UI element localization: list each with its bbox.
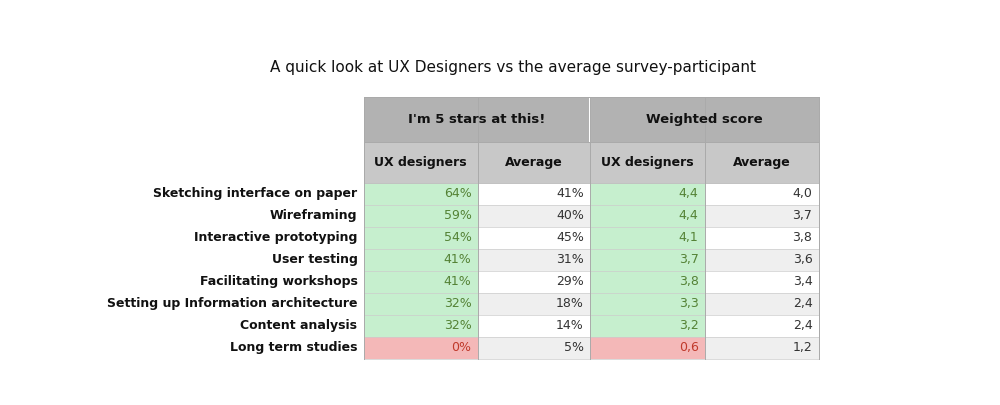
Bar (590, 315, 705, 337)
Text: 0,6: 0,6 (679, 341, 698, 354)
Text: 3,6: 3,6 (793, 253, 812, 266)
Bar (364, 249, 478, 271)
Bar (478, 183, 590, 205)
Text: 3,7: 3,7 (793, 209, 812, 222)
Bar (589, 97, 591, 142)
Text: 32%: 32% (444, 320, 471, 333)
Bar (590, 227, 705, 249)
Text: 32%: 32% (444, 297, 471, 310)
Text: 41%: 41% (444, 253, 471, 266)
Bar (705, 293, 819, 315)
Text: 31%: 31% (556, 253, 584, 266)
Text: 4,0: 4,0 (793, 187, 812, 200)
Bar (590, 249, 705, 271)
Text: 45%: 45% (556, 231, 584, 244)
Bar (478, 293, 590, 315)
Text: 3,8: 3,8 (679, 275, 698, 288)
Bar (478, 205, 590, 227)
Bar (364, 337, 478, 359)
Bar (590, 271, 705, 293)
Text: 40%: 40% (556, 209, 584, 222)
Text: 29%: 29% (556, 275, 584, 288)
Text: 3,8: 3,8 (793, 231, 812, 244)
Text: 64%: 64% (444, 187, 471, 200)
Text: Facilitating workshops: Facilitating workshops (200, 275, 358, 288)
Bar (590, 205, 705, 227)
Bar (478, 249, 590, 271)
Text: Sketching interface on paper: Sketching interface on paper (153, 187, 358, 200)
Bar (364, 97, 590, 142)
Text: 18%: 18% (556, 297, 584, 310)
Bar (364, 315, 478, 337)
Text: 5%: 5% (564, 341, 584, 354)
Bar (478, 337, 590, 359)
Bar (364, 142, 819, 183)
Text: Setting up Information architecture: Setting up Information architecture (107, 297, 358, 310)
Text: 3,2: 3,2 (679, 320, 698, 333)
Bar (590, 183, 705, 205)
Text: 59%: 59% (444, 209, 471, 222)
Bar (590, 293, 705, 315)
Bar (705, 271, 819, 293)
Text: Weighted score: Weighted score (646, 113, 763, 126)
Bar (364, 183, 478, 205)
Bar (590, 337, 705, 359)
Text: 2,4: 2,4 (793, 320, 812, 333)
Text: 3,3: 3,3 (679, 297, 698, 310)
Bar (478, 271, 590, 293)
Bar (705, 315, 819, 337)
Text: 4,4: 4,4 (679, 209, 698, 222)
Text: 1,2: 1,2 (793, 341, 812, 354)
Text: 0%: 0% (451, 341, 471, 354)
Text: UX designers: UX designers (374, 156, 467, 169)
Text: Long term studies: Long term studies (230, 341, 358, 354)
Bar (364, 227, 478, 249)
Text: 54%: 54% (444, 231, 471, 244)
Bar (364, 271, 478, 293)
Bar (364, 205, 478, 227)
Bar (705, 249, 819, 271)
Text: 14%: 14% (556, 320, 584, 333)
Text: Average: Average (733, 156, 791, 169)
Bar (705, 337, 819, 359)
Text: 4,1: 4,1 (679, 231, 698, 244)
Text: Wireframing: Wireframing (270, 209, 358, 222)
Bar (705, 205, 819, 227)
Text: Content analysis: Content analysis (240, 320, 358, 333)
Bar (590, 97, 819, 142)
Bar (705, 227, 819, 249)
Bar (478, 315, 590, 337)
Bar (364, 293, 478, 315)
Text: A quick look at UX Designers vs the average survey-participant: A quick look at UX Designers vs the aver… (270, 60, 756, 75)
Text: 41%: 41% (444, 275, 471, 288)
Text: UX designers: UX designers (601, 156, 694, 169)
Text: User testing: User testing (272, 253, 358, 266)
Bar (705, 183, 819, 205)
Text: Interactive prototyping: Interactive prototyping (194, 231, 358, 244)
Bar (478, 227, 590, 249)
Text: 3,7: 3,7 (679, 253, 698, 266)
Text: 41%: 41% (556, 187, 584, 200)
Text: Average: Average (505, 156, 563, 169)
Text: 3,4: 3,4 (793, 275, 812, 288)
Text: 2,4: 2,4 (793, 297, 812, 310)
Text: 4,4: 4,4 (679, 187, 698, 200)
Text: I'm 5 stars at this!: I'm 5 stars at this! (408, 113, 546, 126)
